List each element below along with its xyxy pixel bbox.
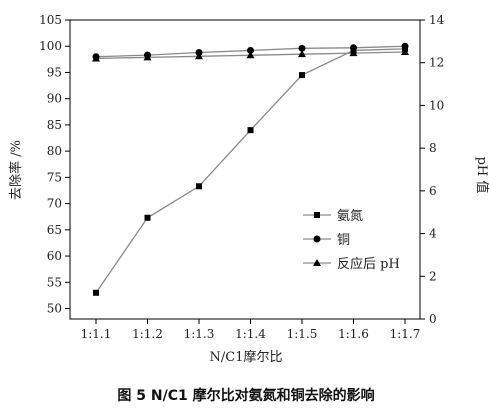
plot-frame [69,19,421,320]
y-axis-title: 去除率 /% [8,140,24,200]
y-tick-label: 70 [47,197,62,211]
x-axis-title: N/C1摩尔比 [210,349,283,365]
legend-label: 铜 [337,233,350,248]
y-tick-label: 65 [47,223,62,237]
series-lines [95,45,406,294]
legend-marker-triangle [313,259,321,266]
y2-tick-label: 14 [429,13,445,27]
data-point-triangle [92,54,100,62]
x-tick-label: 1:1.3 [184,327,215,341]
y2-axis-title: pH 值 [474,157,489,194]
legend-label: 氨氮 [337,209,363,224]
y-tick-label: 105 [39,13,62,27]
y2-tick-label: 2 [429,269,437,283]
y2-tick-label: 4 [429,227,437,241]
data-point-square [299,72,305,79]
data-point-circle [350,44,357,52]
y-tick-label: 75 [47,170,62,184]
y-tick-label: 80 [47,144,62,158]
data-point-triangle [401,48,409,56]
y-tick-label: 90 [47,92,62,106]
legend-marker-circle [313,235,321,243]
y2-tick-label: 6 [429,184,437,198]
data-point-square [196,183,202,190]
y-tick-label: 85 [47,118,62,132]
y2-tick-label: 0 [429,312,437,326]
y-tick-label: 50 [47,302,62,316]
x-tick-label: 1:1.5 [287,327,318,341]
data-point-square [247,127,254,134]
data-point-circle [247,46,254,54]
right-axis: 0 2 4 6 8 10 12 14 [420,13,445,326]
data-point-square [93,289,99,296]
data-point-circle [298,44,306,52]
y2-tick-label: 8 [429,141,437,155]
left-axis: 50 55 60 65 70 75 80 85 90 95 100 105 [39,13,70,316]
data-point-triangle [143,53,152,61]
data-point-triangle [195,52,203,60]
figure-caption: 图 5 N/C1 摩尔比对氨氮和铜去除的影响 [117,387,374,404]
y-tick-label: 100 [39,39,62,53]
y2-tick-label: 10 [429,98,444,112]
y-tick-label: 55 [47,275,62,289]
legend-marker-square [314,212,320,218]
x-tick-label: 1:1.1 [81,327,112,341]
x-tick-label: 1:1.6 [338,327,369,341]
x-tick-label: 1:1.4 [235,327,266,341]
data-point-square [144,214,151,221]
legend-label: 反应后 pH [337,256,400,272]
x-tick-label: 1:1.7 [390,327,421,341]
data-point-triangle [246,51,255,59]
y2-tick-label: 12 [429,56,444,70]
series-markers [92,42,409,296]
data-point-circle [401,42,409,50]
y-tick-label: 95 [47,65,62,79]
x-axis: 1:1.1 1:1.2 1:1.3 1:1.4 1:1.5 1:1.6 1:1.7 [81,319,421,341]
data-point-triangle [349,49,358,57]
x-tick-label: 1:1.2 [132,327,163,341]
data-point-triangle [298,50,306,58]
y-tick-label: 60 [47,249,62,263]
plot-border [69,19,421,320]
